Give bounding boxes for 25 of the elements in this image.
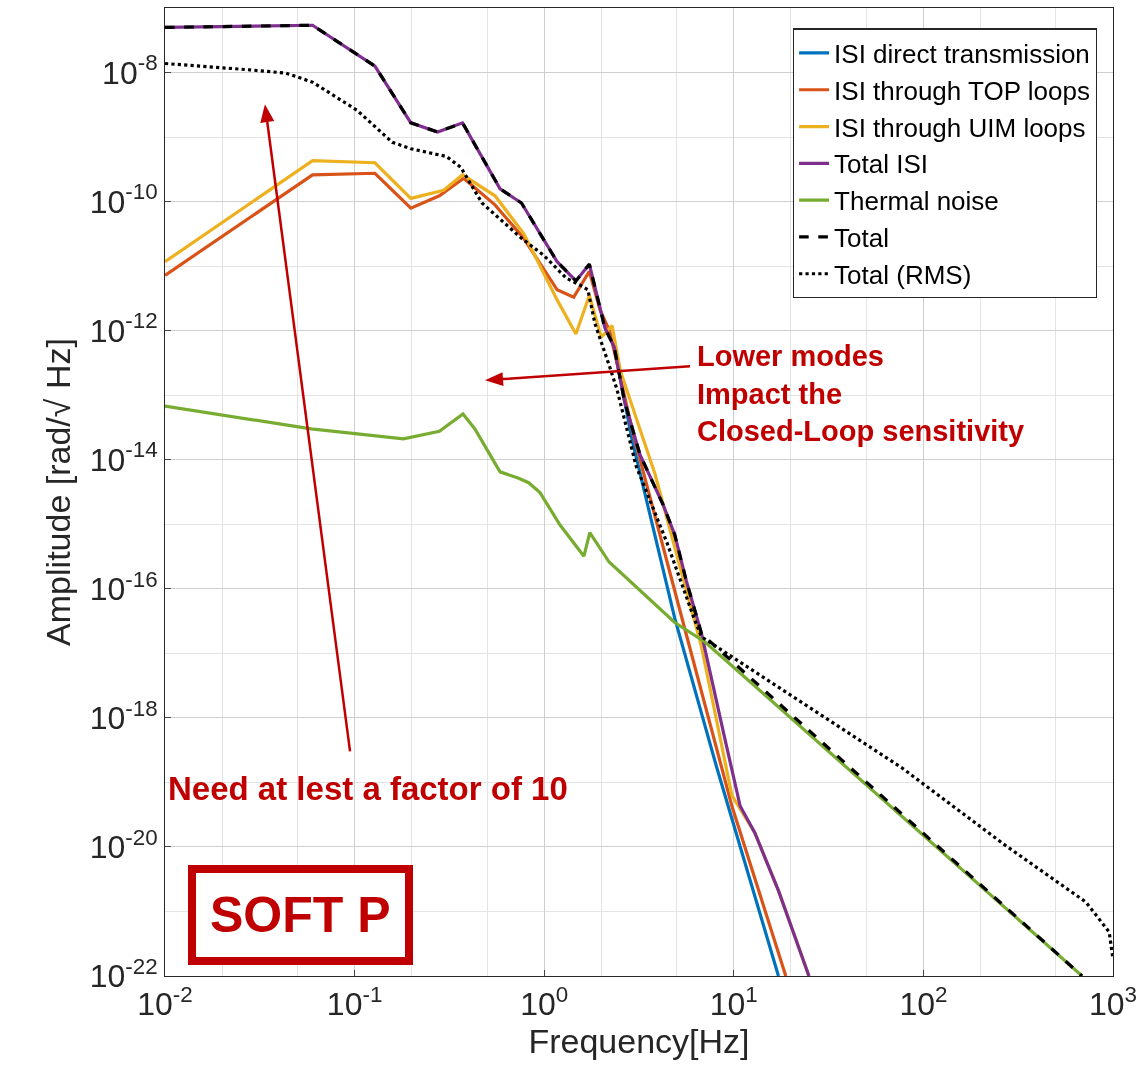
x-axis-title: Frequency[Hz] xyxy=(528,1022,750,1061)
legend-label: Total ISI xyxy=(834,149,929,180)
legend-label: ISI through UIM loops xyxy=(834,112,1086,143)
y-tick-label: 10$^{-8}$ xyxy=(102,50,158,91)
annotation: SOFT P xyxy=(210,887,391,943)
y-tick-label: 10$^{-20}$ xyxy=(89,824,158,866)
x-tick-label: 10$^{-1}$ xyxy=(326,981,383,1023)
y-tick-label: 10$^{-14}$ xyxy=(89,437,158,478)
x-tick-label: 10$^{0}$ xyxy=(520,981,569,1023)
x-tick-label: 10$^{1}$ xyxy=(709,981,758,1023)
y-tick-label: 10$^{-18}$ xyxy=(89,695,158,737)
y-tick-label: 10$^{-16}$ xyxy=(89,566,158,607)
legend-label: ISI direct transmission xyxy=(834,39,1090,70)
y-tick-label: 10$^{-12}$ xyxy=(89,308,158,349)
legend-label: ISI through TOP loops xyxy=(834,75,1090,106)
x-tick-label: 10$^{3}$ xyxy=(1088,981,1138,1023)
x-tick-label: 10$^{-2}$ xyxy=(137,981,193,1023)
annotation: Need at lest a factor of 10 xyxy=(168,770,568,807)
legend-label: Total xyxy=(834,223,890,254)
legend-label: Thermal noise xyxy=(834,186,999,217)
legend-label: Total (RMS) xyxy=(834,259,972,290)
x-tick-label: 10$^{2}$ xyxy=(899,981,948,1023)
y-axis-title: Amplitude [rad/√ Hz] xyxy=(39,338,78,646)
annotation: Lower modes Impact the Closed-Loop sensitivity xyxy=(697,340,1025,448)
y-tick-label: 10$^{-10}$ xyxy=(89,179,158,220)
